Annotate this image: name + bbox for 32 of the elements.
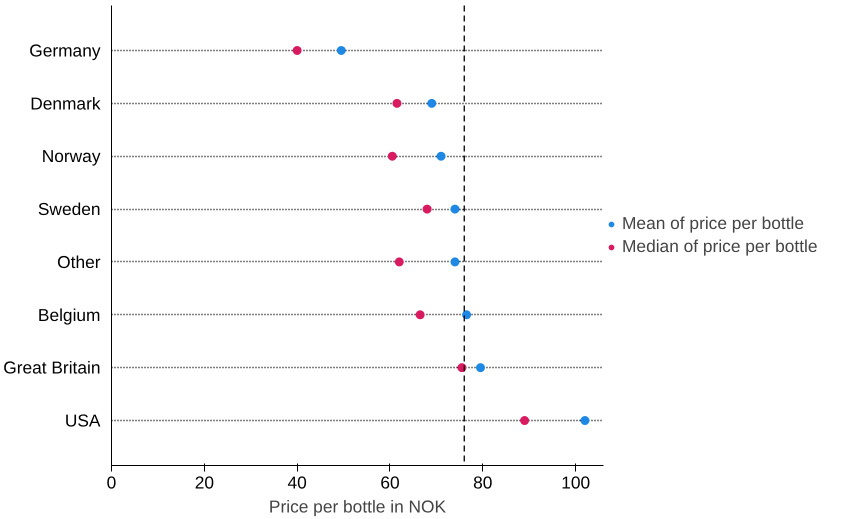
legend-label: Mean of price per bottle [622, 213, 804, 234]
y-tick-label: Sweden [38, 199, 101, 220]
point [394, 257, 404, 266]
y-tick-label: Other [57, 252, 101, 272]
point [292, 46, 302, 55]
point [450, 257, 460, 266]
x-tick-label: 60 [380, 472, 400, 492]
x-tick-label: 0 [106, 472, 116, 492]
point [388, 152, 397, 161]
y-tick-label: Norway [42, 146, 101, 166]
point [436, 152, 446, 161]
x-tick-label: 40 [288, 472, 307, 492]
point [450, 204, 460, 214]
y-tick-label: Denmark [30, 93, 101, 114]
x-axis-title: Price per bottle in NOK [268, 496, 447, 516]
x-tick-label: 100 [561, 472, 590, 492]
point [476, 363, 485, 372]
x-tick-label: 80 [473, 472, 492, 492]
point [336, 46, 346, 55]
x-tick-label: 20 [194, 472, 214, 492]
point [520, 416, 530, 426]
point [580, 416, 590, 426]
point [392, 98, 402, 108]
y-tick-label: Great Britain [3, 358, 101, 378]
point [427, 98, 436, 108]
y-tick-label: Germany [29, 40, 101, 60]
y-tick-label: USA [64, 410, 101, 431]
point [422, 204, 432, 214]
legend-label: Median of price per bottle [622, 236, 818, 257]
point [462, 310, 472, 320]
y-tick-label: Belgium [38, 304, 101, 325]
point [416, 310, 425, 320]
